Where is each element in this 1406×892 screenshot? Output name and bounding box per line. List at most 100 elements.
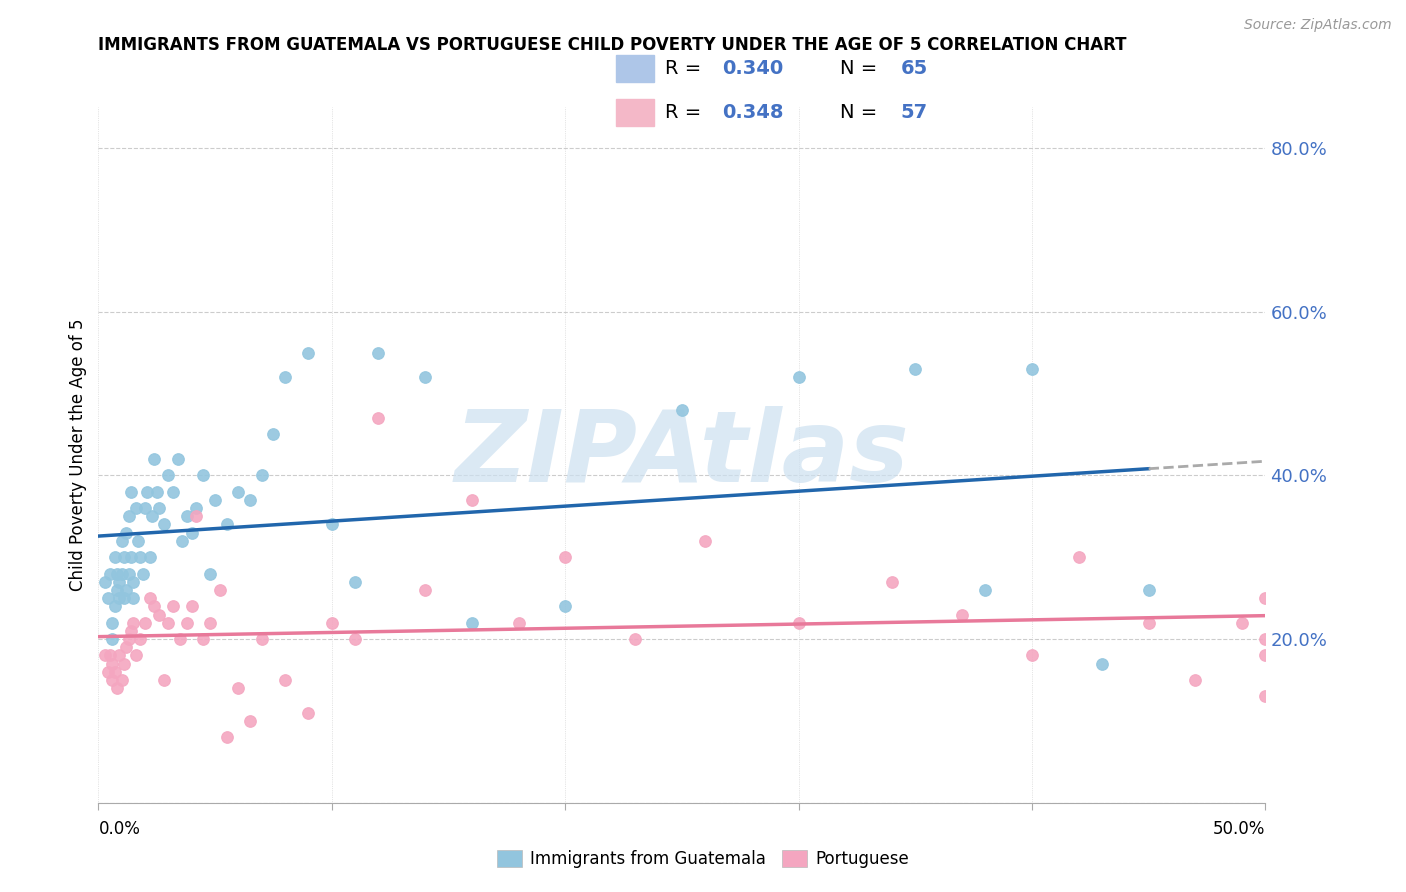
Point [104,550,127,565]
Point [105,681,128,696]
Point [1254,690,1277,704]
Point [152,673,174,687]
Point [112,550,135,565]
Text: IMMIGRANTS FROM GUATEMALA VS PORTUGUESE CHILD POVERTY UNDER THE AGE OF 5 CORRELA: IMMIGRANTS FROM GUATEMALA VS PORTUGUESE … [98,36,1128,54]
Point [134,615,156,630]
Point [139,550,162,565]
Point [297,345,319,359]
Point [122,615,145,630]
Point [250,632,273,646]
Point [1091,657,1114,671]
Point [413,582,436,597]
Point [1137,615,1160,630]
Point [787,615,810,630]
Point [104,599,127,614]
Point [136,484,159,499]
Point [111,673,134,687]
Point [344,574,367,589]
Point [108,591,131,606]
Point [624,632,647,646]
Point [97,665,120,679]
Point [141,509,163,524]
Point [413,370,436,384]
Point [950,607,973,622]
Point [118,632,141,646]
Point [1254,648,1277,663]
Text: 0.0%: 0.0% [98,820,141,838]
Point [215,731,238,745]
Point [105,582,128,597]
Point [695,533,717,548]
Point [1254,591,1277,606]
Point [125,648,148,663]
Point [172,533,194,548]
Point [139,591,162,606]
Point [94,574,117,589]
Point [143,452,166,467]
Point [1067,550,1090,565]
Point [321,615,343,630]
Point [115,640,138,655]
Point [1230,615,1253,630]
Point [118,566,141,581]
Point [122,574,145,589]
Point [186,501,208,516]
Point [120,550,142,565]
Point [111,566,134,581]
Point [169,632,191,646]
Y-axis label: Child Poverty Under the Age of 5: Child Poverty Under the Age of 5 [69,318,87,591]
Point [200,615,222,630]
Point [134,501,156,516]
Point [176,615,198,630]
Point [1184,673,1206,687]
Point [101,657,124,671]
Point [974,582,997,597]
Point [122,591,145,606]
FancyBboxPatch shape [616,55,654,82]
Point [157,468,180,483]
Point [101,673,124,687]
Text: 0.348: 0.348 [723,103,783,122]
Point [125,501,148,516]
Point [180,599,202,614]
Point [1254,632,1277,646]
Point [105,566,128,581]
Point [104,665,127,679]
Point [787,370,810,384]
Text: ZIPAtlas: ZIPAtlas [454,407,910,503]
Point [671,403,693,417]
Point [111,533,134,548]
Point [274,370,297,384]
Text: 65: 65 [901,59,928,78]
Point [208,582,231,597]
Point [166,452,188,467]
Point [554,550,576,565]
Text: R =: R = [665,59,707,78]
Point [239,492,262,507]
Point [108,648,131,663]
Point [98,648,121,663]
Text: 50.0%: 50.0% [1213,820,1265,838]
Point [146,484,169,499]
Point [461,492,484,507]
Point [162,484,184,499]
Point [176,509,198,524]
Point [508,615,530,630]
Text: N =: N = [839,59,883,78]
Point [143,599,166,614]
Point [344,632,367,646]
Point [193,632,215,646]
Point [367,345,389,359]
Point [554,599,576,614]
Point [120,484,142,499]
Point [215,517,238,532]
FancyBboxPatch shape [616,99,654,127]
Point [115,582,138,597]
Text: R =: R = [665,103,707,122]
Point [101,615,124,630]
Point [112,591,135,606]
Point [1021,648,1043,663]
Point [132,566,155,581]
Point [162,599,184,614]
Point [118,509,141,524]
